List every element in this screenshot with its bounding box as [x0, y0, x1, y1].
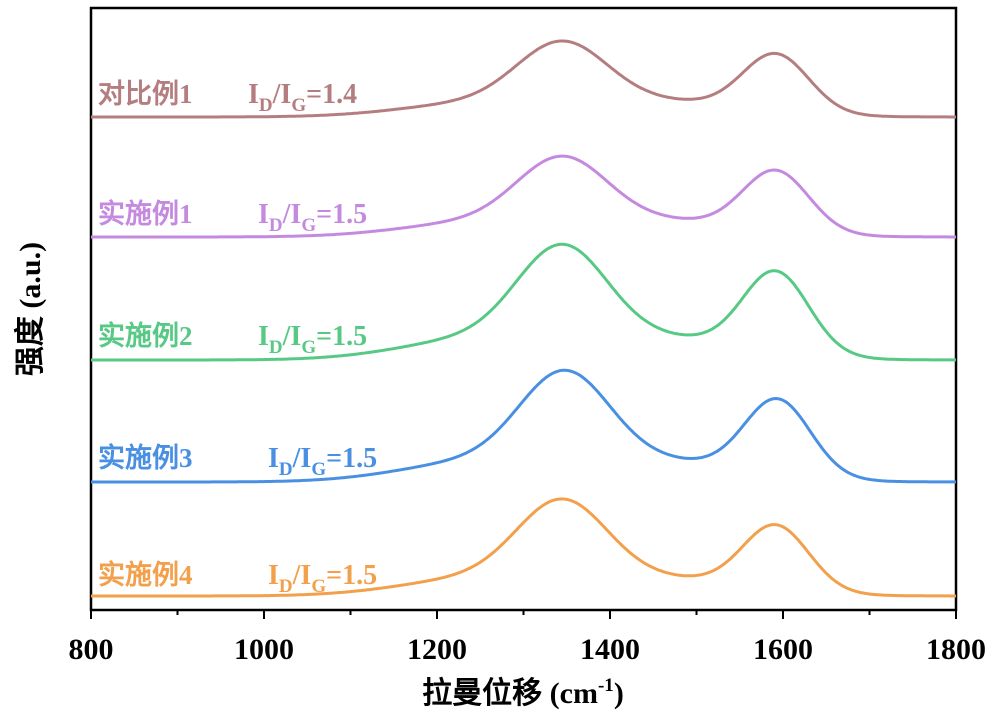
ratio-label-part: D: [279, 459, 293, 480]
ratio-label-part: I: [268, 443, 279, 474]
ratio-label-part: D: [269, 337, 283, 358]
series-name-label: 实施例1: [98, 198, 193, 229]
ratio-label-part: G: [301, 215, 316, 236]
ratio-label-part: I: [268, 560, 279, 591]
ratio-label-part: /I: [282, 321, 302, 352]
spectra-group: [91, 41, 956, 596]
ratio-label-part: D: [279, 576, 293, 597]
spectrum-line: [91, 156, 956, 237]
ratio-label-part: =1.5: [316, 321, 367, 352]
x-tick-label: 1200: [407, 633, 467, 666]
ratio-label-part: D: [259, 95, 273, 116]
spectrum-line: [91, 41, 956, 117]
x-tick-label: 1400: [580, 633, 640, 666]
ratio-label-part: I: [258, 199, 269, 230]
series-name-label: 实施例3: [98, 442, 193, 473]
spectrum-line: [91, 370, 956, 482]
x-axis-title-end: ): [614, 677, 624, 710]
ratio-label-part: =1.5: [326, 560, 377, 591]
ratio-label-part: /I: [272, 79, 292, 110]
x-axis-title-text: 拉曼位移 (cm: [422, 676, 598, 710]
ratio-label-part: G: [291, 95, 306, 116]
x-tick-label: 800: [69, 633, 114, 666]
ratio-label-part: =1.5: [316, 199, 367, 230]
x-axis-title-sup: -1: [598, 675, 614, 696]
id-ig-ratio-label: ID/IG=1.5: [258, 321, 367, 358]
x-tick-label: 1800: [926, 633, 986, 666]
ratio-label-part: I: [258, 321, 269, 352]
x-axis-ticks: 800 1000 1200 1400 1600 1800: [69, 610, 987, 666]
ratio-label-part: =1.5: [326, 443, 377, 474]
spectrum-line: [91, 244, 956, 360]
series-name-label: 实施例2: [98, 320, 193, 351]
ratio-label-part: G: [311, 576, 326, 597]
id-ig-ratio-label: ID/IG=1.5: [258, 199, 367, 236]
ratio-label-part: G: [301, 337, 316, 358]
spectrum-line: [91, 499, 956, 596]
id-ig-ratio-label: ID/IG=1.4: [248, 79, 357, 116]
y-axis-title: 强度 (a.u.): [14, 242, 47, 376]
x-tick-label: 1600: [753, 633, 813, 666]
x-tick-label: 1000: [234, 633, 294, 666]
ratio-label-part: I: [248, 79, 259, 110]
ratio-label-part: /I: [292, 443, 312, 474]
ratio-label-part: D: [269, 215, 283, 236]
ratio-label-part: /I: [282, 199, 302, 230]
ratio-label-part: G: [311, 459, 326, 480]
series-labels-group: 对比例1ID/IG=1.4实施例1ID/IG=1.5实施例2ID/IG=1.5实…: [98, 79, 377, 597]
series-name-label: 对比例1: [98, 79, 193, 109]
ratio-label-part: =1.4: [306, 79, 357, 110]
x-axis-title: 拉曼位移 (cm-1): [422, 675, 624, 710]
series-name-label: 实施例4: [98, 559, 193, 590]
ratio-label-part: /I: [292, 560, 312, 591]
